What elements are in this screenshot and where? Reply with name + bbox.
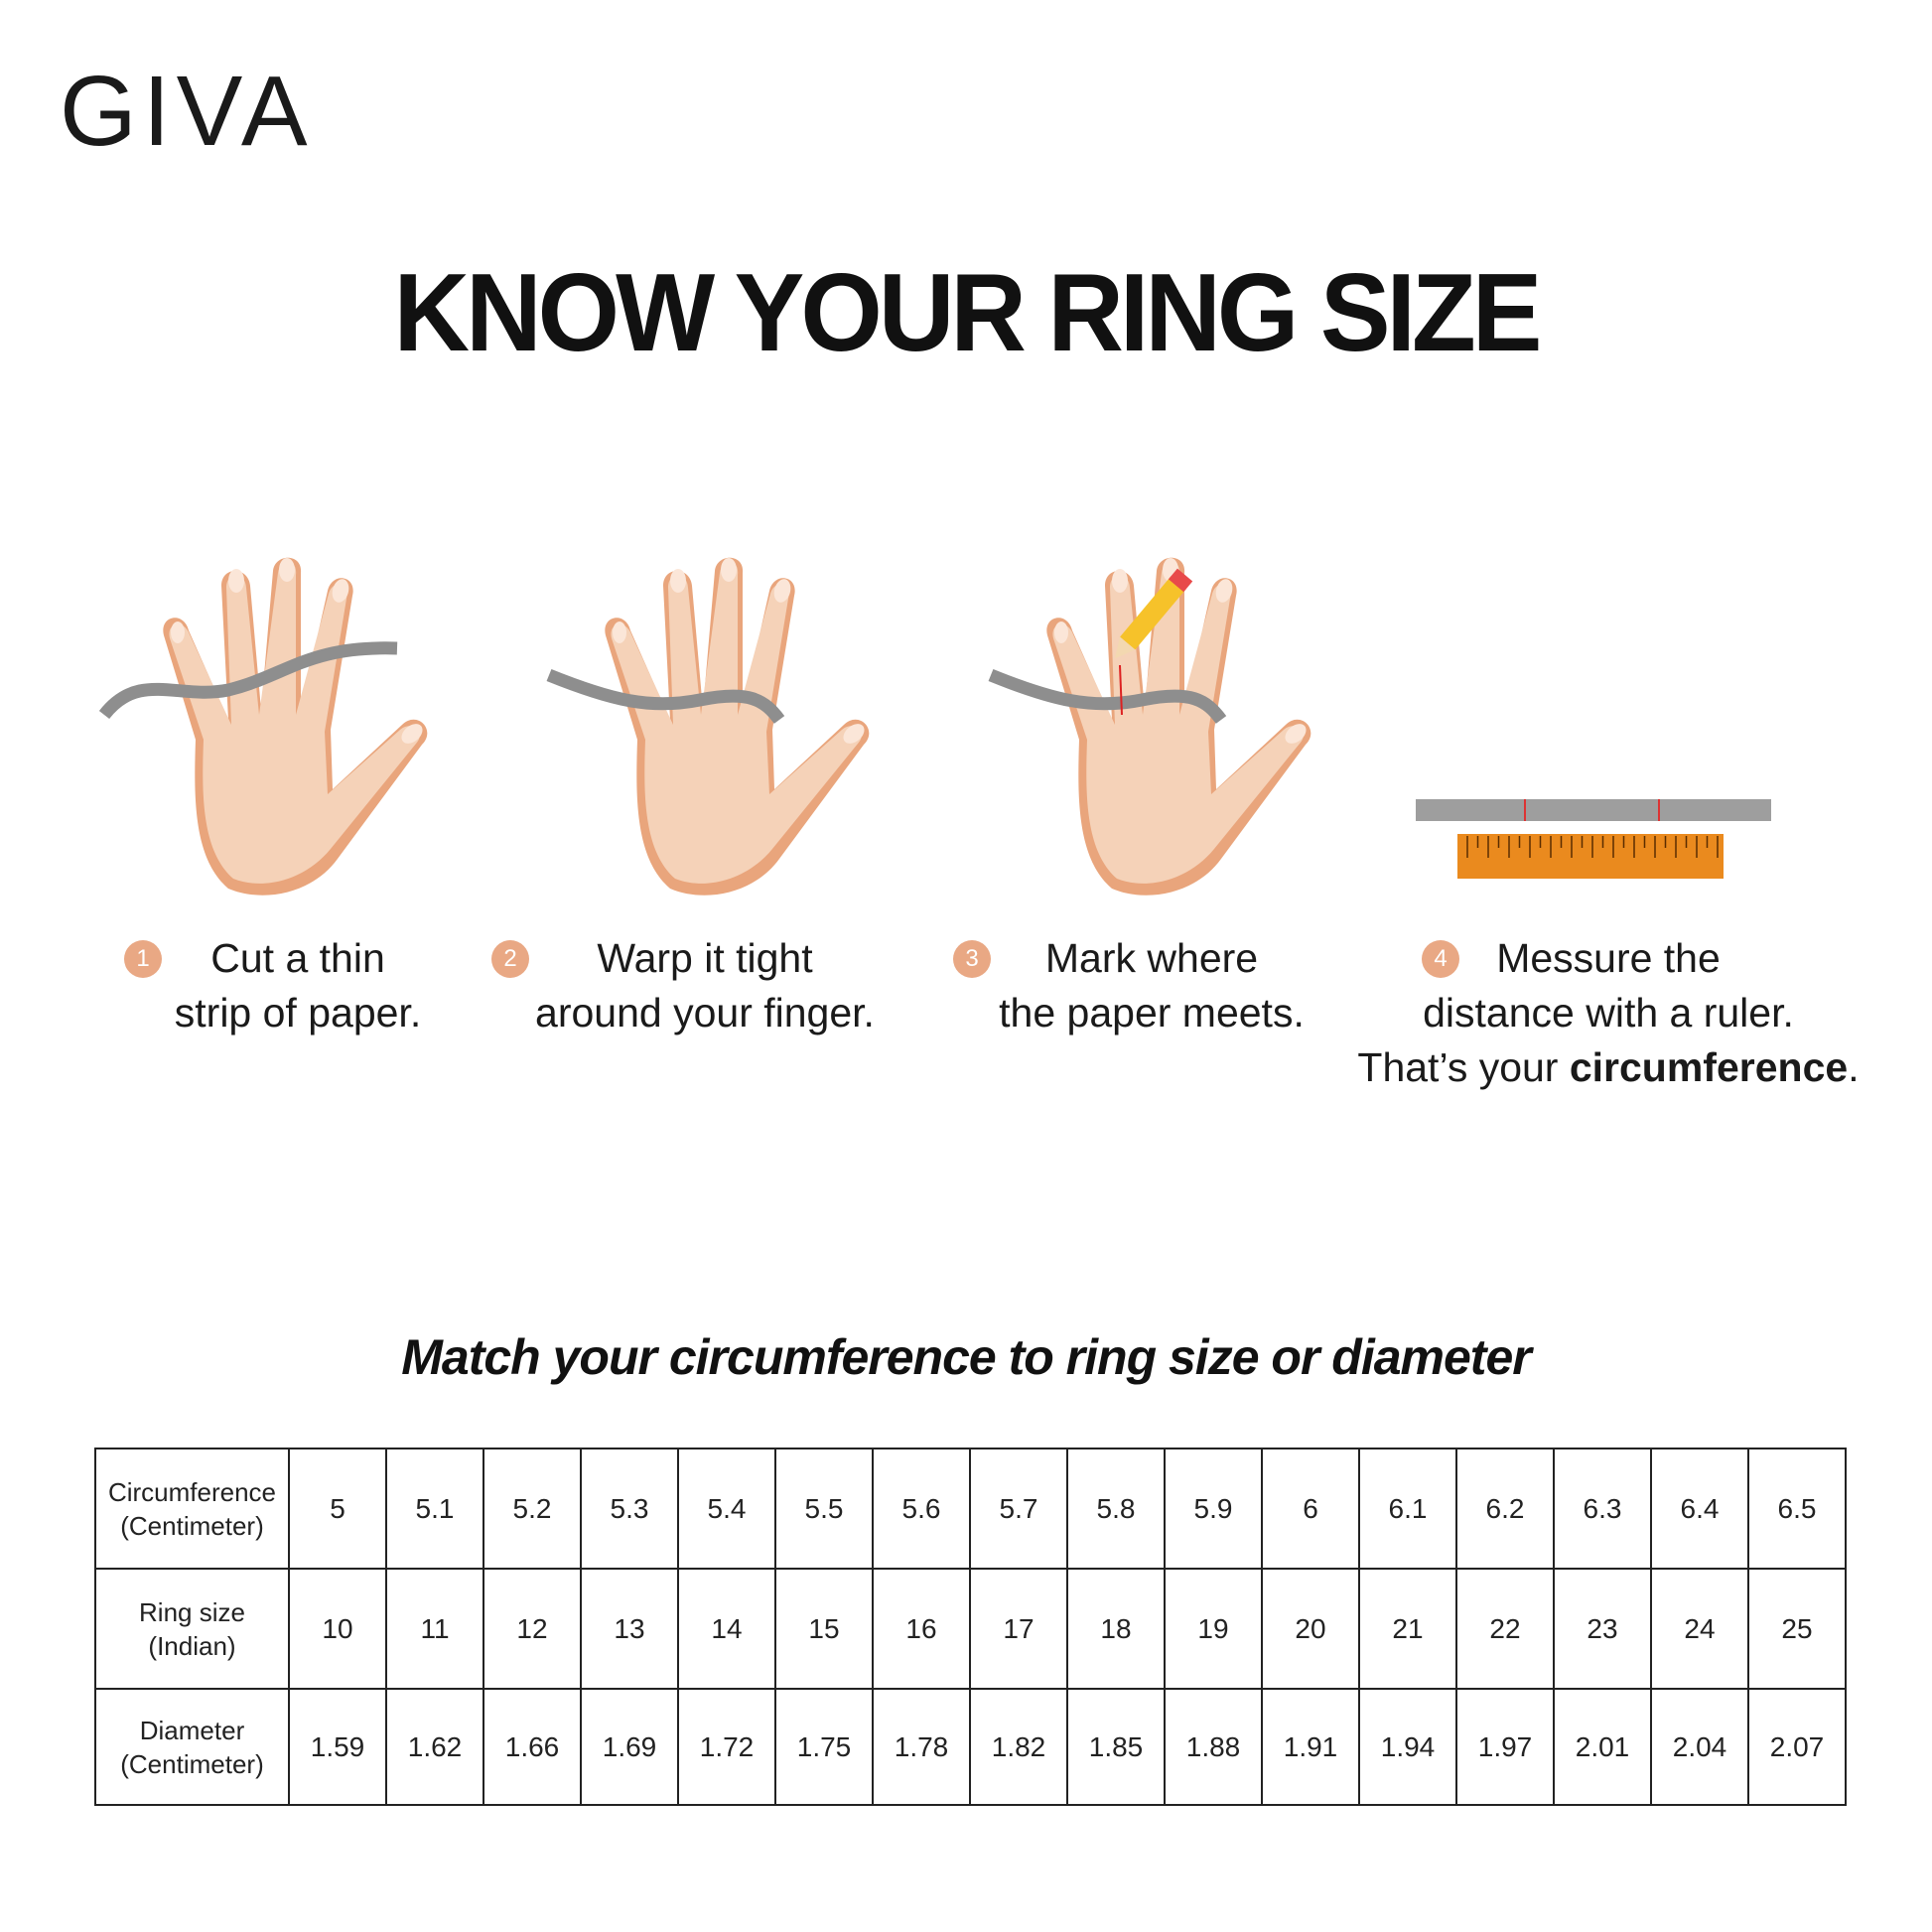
step-text: That’s your — [1357, 1044, 1570, 1090]
paper-strip — [988, 668, 1227, 724]
table-cell: 6.1 — [1358, 1448, 1457, 1570]
table-cell: 1.82 — [969, 1688, 1068, 1806]
table-cell: 1.59 — [288, 1688, 387, 1806]
table-cell: 5.5 — [774, 1448, 874, 1570]
row-header-line: Ring size — [139, 1596, 245, 1627]
table-row: Diameter (Centimeter) 1.59 1.62 1.66 1.69 1.72… — [94, 1688, 1847, 1806]
step-text-line: Messure the — [1496, 935, 1721, 981]
row-header-line: Circumference — [107, 1476, 277, 1507]
step-number-badge: 4 — [1422, 940, 1459, 978]
table-cell: 5 — [288, 1448, 387, 1570]
table-cell: 17 — [969, 1568, 1068, 1690]
pencil-icon — [1114, 568, 1193, 659]
table-cell: 13 — [580, 1568, 679, 1690]
step-text-line: Warp it tight — [597, 935, 813, 981]
table-cell: 24 — [1650, 1568, 1749, 1690]
table-heading: Match your circumference to ring size or… — [401, 1329, 1531, 1385]
table-cell: 5.8 — [1066, 1448, 1166, 1570]
step-2: 2 Warp it tight around your finger. — [491, 931, 894, 1040]
step-text-line: distance with a ruler. — [1423, 990, 1794, 1035]
hand-illustration-step-1 — [99, 557, 428, 896]
ring-size-table: Circumference (Centimeter) 5 5.1 5.2 5.3 5.4 5.… — [94, 1448, 1847, 1806]
table-cell: 18 — [1066, 1568, 1166, 1690]
table-cell: 1.66 — [483, 1688, 582, 1806]
step-text-line: That’s your circumference. — [1345, 1040, 1871, 1095]
paper-strip — [99, 641, 398, 720]
step-4: 4 Messure the distance with a ruler. Tha… — [1345, 931, 1871, 1095]
table-row: Circumference (Centimeter) 5 5.1 5.2 5.3 5.4 5.… — [94, 1448, 1847, 1570]
table-cell: 1.85 — [1066, 1688, 1166, 1806]
table-cell: 6.4 — [1650, 1448, 1749, 1570]
circumference-emphasis: circumference — [1569, 1044, 1849, 1090]
row-header: Circumference (Centimeter) — [94, 1448, 290, 1570]
ruler-illustration — [1416, 799, 1771, 879]
hand-illustration-step-3 — [988, 557, 1311, 896]
paper-strip — [546, 668, 785, 724]
ruler — [1457, 834, 1724, 879]
row-header-line: (Centimeter) — [120, 1510, 264, 1541]
table-cell: 5.2 — [483, 1448, 582, 1570]
giva-logo: GIVA — [60, 56, 314, 167]
table-cell: 5.3 — [580, 1448, 679, 1570]
step-text-line: Cut a thin — [210, 935, 385, 981]
step-text-line: Mark where — [1044, 935, 1259, 981]
row-header-line: (Indian) — [148, 1630, 236, 1661]
table-cell: 5.9 — [1164, 1448, 1263, 1570]
table-cell: 25 — [1747, 1568, 1847, 1690]
step-number-badge: 2 — [491, 940, 529, 978]
step-3: 3 Mark where the paper meets. — [953, 931, 1325, 1040]
step-text-line: around your finger. — [535, 990, 875, 1035]
table-cell: 1.94 — [1358, 1688, 1457, 1806]
table-cell: 1.75 — [774, 1688, 874, 1806]
table-cell: 5.7 — [969, 1448, 1068, 1570]
table-cell: 23 — [1553, 1568, 1652, 1690]
table-cell: 1.62 — [385, 1688, 484, 1806]
table-cell: 1.78 — [872, 1688, 971, 1806]
table-cell: 16 — [872, 1568, 971, 1690]
row-header: Ring size (Indian) — [94, 1568, 290, 1690]
table-cell: 2.01 — [1553, 1688, 1652, 1806]
table-cell: 1.88 — [1164, 1688, 1263, 1806]
row-header: Diameter (Centimeter) — [94, 1688, 290, 1806]
step-1: 1 Cut a thin strip of paper. — [124, 931, 447, 1040]
table-cell: 20 — [1261, 1568, 1360, 1690]
table-cell: 1.72 — [677, 1688, 776, 1806]
table-cell: 22 — [1455, 1568, 1555, 1690]
table-cell: 10 — [288, 1568, 387, 1690]
step-text-line: the paper meets. — [999, 990, 1305, 1035]
step-number-badge: 3 — [953, 940, 991, 978]
table-cell: 1.91 — [1261, 1688, 1360, 1806]
table-cell: 14 — [677, 1568, 776, 1690]
table-cell: 6.2 — [1455, 1448, 1555, 1570]
table-cell: 15 — [774, 1568, 874, 1690]
table-cell: 5.1 — [385, 1448, 484, 1570]
step-number-badge: 1 — [124, 940, 162, 978]
table-cell: 1.69 — [580, 1688, 679, 1806]
table-cell: 6 — [1261, 1448, 1360, 1570]
table-row: Ring size (Indian) 10 11 12 13 14 15 16 17 18 19 20 2… — [94, 1568, 1847, 1690]
table-cell: 5.6 — [872, 1448, 971, 1570]
table-cell: 6.3 — [1553, 1448, 1652, 1570]
table-cell: 5.4 — [677, 1448, 776, 1570]
hand-illustration-step-2 — [546, 557, 870, 896]
paper-strip — [1416, 799, 1771, 821]
table-cell: 6.5 — [1747, 1448, 1847, 1570]
page-title: KNOW YOUR RING SIZE — [393, 251, 1543, 374]
table-cell: 2.04 — [1650, 1688, 1749, 1806]
table-cell: 11 — [385, 1568, 484, 1690]
table-cell: 21 — [1358, 1568, 1457, 1690]
table-cell: 2.07 — [1747, 1688, 1847, 1806]
table-cell: 1.97 — [1455, 1688, 1555, 1806]
table-cell: 12 — [483, 1568, 582, 1690]
step-text-line: strip of paper. — [174, 990, 422, 1035]
step-text: . — [1848, 1044, 1860, 1090]
row-header-line: Diameter — [139, 1715, 245, 1745]
table-cell: 19 — [1164, 1568, 1263, 1690]
row-header-line: (Centimeter) — [120, 1748, 264, 1779]
